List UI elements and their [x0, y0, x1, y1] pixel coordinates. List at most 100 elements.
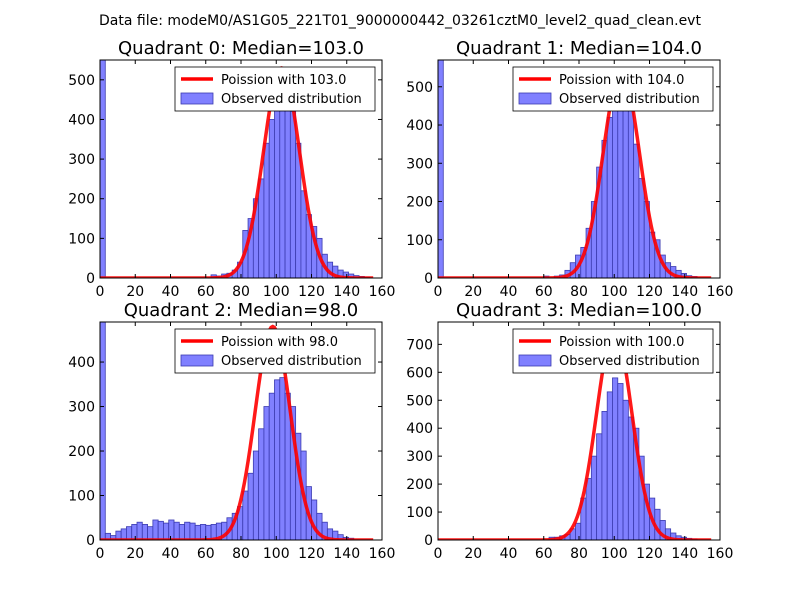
histogram-bar	[173, 521, 180, 540]
histogram-bar	[131, 524, 138, 540]
panel-title: Quadrant 3: Median=100.0	[456, 300, 702, 321]
panels: 0 20 40 60 80 100 120 140 1600100200300400500Qua…	[68, 38, 733, 562]
x-tick-label: 40	[162, 284, 180, 300]
y-tick-label: 200	[68, 192, 95, 208]
x-tick-label: 60	[535, 546, 553, 562]
panel-title: Quadrant 1: Median=104.0	[456, 38, 702, 59]
histogram-bar	[274, 379, 281, 540]
histogram-bar	[152, 519, 159, 540]
legend: Poission with 104.0 Observed distribution	[512, 66, 714, 112]
plot-area	[100, 60, 374, 278]
histogram-bar	[258, 428, 265, 540]
x-tick-label: 80	[570, 284, 588, 300]
x-tick-label: 20	[464, 284, 482, 300]
histogram-bar	[263, 142, 270, 278]
histogram-bar	[141, 524, 148, 540]
histogram-bar	[612, 97, 619, 278]
y-tick-label: 400	[406, 118, 433, 134]
y-tick-label: 200	[68, 444, 95, 460]
histogram-bar	[585, 478, 592, 540]
panel-title: Quadrant 0: Median=103.0	[118, 38, 364, 59]
poisson-curve	[100, 324, 374, 540]
x-tick-label: 80	[570, 546, 588, 562]
x-tick-label: 120	[298, 284, 325, 300]
poisson-curve	[438, 328, 712, 540]
legend-line-label: Poission with 98.0	[221, 335, 338, 350]
x-tick-label: 120	[298, 546, 325, 562]
poisson-curve	[438, 67, 712, 278]
plot-area	[100, 322, 374, 540]
histogram-bar	[258, 178, 265, 278]
y-tick-label: 600	[406, 365, 433, 381]
histogram-bar	[617, 383, 624, 540]
y-tick-label: 200	[406, 477, 433, 493]
histogram-bar	[575, 522, 582, 540]
x-tick-label: 140	[671, 284, 698, 300]
histogram-bar	[205, 524, 212, 540]
histogram-bar	[184, 521, 191, 540]
x-tick-label: 140	[671, 546, 698, 562]
histogram-bar	[100, 322, 106, 540]
legend-line-label: Poission with 103.0	[221, 73, 346, 88]
panel-quadrant-0: 0 20 40 60 80 100 120 140 160 0 100 200 300 400 500 Qua…	[68, 38, 395, 300]
x-tick-label: 0	[96, 546, 105, 562]
x-tick-label: 100	[601, 284, 628, 300]
histogram-bar	[274, 91, 281, 278]
plot-area	[438, 328, 712, 540]
x-tick-label: 100	[263, 546, 290, 562]
legend-line-label: Poission with 100.0	[559, 335, 684, 350]
histogram-bar	[438, 60, 444, 278]
histogram-bar	[627, 109, 635, 278]
y-tick-label: 0	[424, 533, 433, 549]
y-tick-label: 400	[406, 421, 433, 437]
histogram-bar	[590, 455, 598, 540]
legend-bar-swatch	[518, 354, 552, 367]
x-tick-label: 80	[232, 284, 250, 300]
y-tick-label: 300	[68, 152, 95, 168]
y-tick-label: 300	[68, 400, 95, 416]
y-tick-label: 0	[86, 271, 95, 287]
y-tick-label: 100	[68, 231, 95, 247]
histogram-bar	[638, 178, 645, 278]
legend-bar-label: Observed distribution	[559, 354, 700, 369]
legend: Poission with 103.0 Observed distribution	[174, 66, 376, 112]
y-tick-label: 300	[406, 449, 433, 465]
histogram-bar	[178, 524, 185, 540]
histogram-bar	[279, 377, 286, 540]
x-tick-label: 20	[126, 284, 144, 300]
histogram-bar	[252, 450, 260, 540]
histogram-bar	[168, 519, 175, 540]
x-tick-label: 80	[232, 546, 250, 562]
histogram-bar	[612, 377, 619, 540]
y-tick-label: 200	[406, 195, 433, 211]
y-tick-label: 100	[406, 233, 433, 249]
x-tick-label: 0	[96, 284, 105, 300]
x-tick-label: 160	[369, 546, 396, 562]
histogram-bar	[100, 60, 106, 278]
x-tick-label: 120	[636, 546, 663, 562]
x-tick-label: 120	[636, 284, 663, 300]
x-tick-label: 160	[369, 284, 396, 300]
x-tick-label: 40	[500, 546, 518, 562]
x-tick-label: 140	[333, 284, 360, 300]
legend-bar-swatch	[518, 92, 552, 105]
y-tick-label: 500	[68, 73, 95, 89]
histogram-bar	[606, 391, 613, 540]
poisson-curve	[100, 66, 374, 278]
x-tick-label: 160	[707, 284, 734, 300]
x-tick-label: 0	[434, 546, 443, 562]
x-tick-label: 100	[601, 546, 628, 562]
histogram-bar	[300, 190, 307, 278]
x-tick-label: 60	[197, 546, 215, 562]
x-tick-label: 160	[707, 546, 734, 562]
histogram-bar	[268, 119, 275, 278]
y-tick-label: 100	[406, 505, 433, 521]
legend-bar-swatch	[180, 92, 214, 105]
histogram-bar	[263, 406, 270, 540]
y-tick-label: 500	[406, 80, 433, 96]
histogram-bar	[606, 116, 613, 278]
y-tick-label: 400	[68, 112, 95, 128]
legend: Poission with 98.0 Observed distribution	[174, 328, 376, 374]
legend-bar-label: Observed distribution	[559, 92, 700, 107]
